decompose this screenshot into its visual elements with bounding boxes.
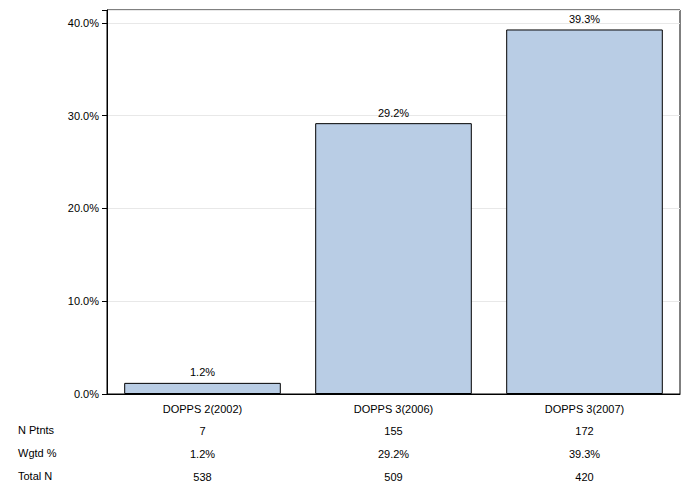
svg-text:DOPPS 3(2007): DOPPS 3(2007) [545, 403, 624, 415]
svg-text:1.2%: 1.2% [190, 366, 215, 378]
svg-text:29.2%: 29.2% [378, 107, 409, 119]
svg-text:1.2%: 1.2% [190, 448, 215, 460]
svg-text:DOPPS 2(2002): DOPPS 2(2002) [163, 403, 242, 415]
svg-text:0.0%: 0.0% [74, 388, 99, 400]
svg-text:40.0%: 40.0% [68, 17, 99, 29]
svg-text:20.0%: 20.0% [68, 202, 99, 214]
svg-text:10.0%: 10.0% [68, 295, 99, 307]
svg-text:30.0%: 30.0% [68, 110, 99, 122]
svg-text:538: 538 [193, 471, 211, 483]
svg-text:DOPPS 3(2006): DOPPS 3(2006) [354, 403, 433, 415]
svg-text:172: 172 [575, 425, 593, 437]
svg-text:7: 7 [199, 425, 205, 437]
svg-text:29.2%: 29.2% [378, 448, 409, 460]
svg-text:420: 420 [575, 471, 593, 483]
svg-text:N Ptnts: N Ptnts [18, 424, 55, 436]
svg-text:39.3%: 39.3% [569, 13, 600, 25]
svg-text:Total N: Total N [18, 470, 52, 482]
svg-text:155: 155 [384, 425, 402, 437]
svg-text:Wgtd %: Wgtd % [18, 447, 57, 459]
svg-text:39.3%: 39.3% [569, 448, 600, 460]
svg-text:509: 509 [384, 471, 402, 483]
